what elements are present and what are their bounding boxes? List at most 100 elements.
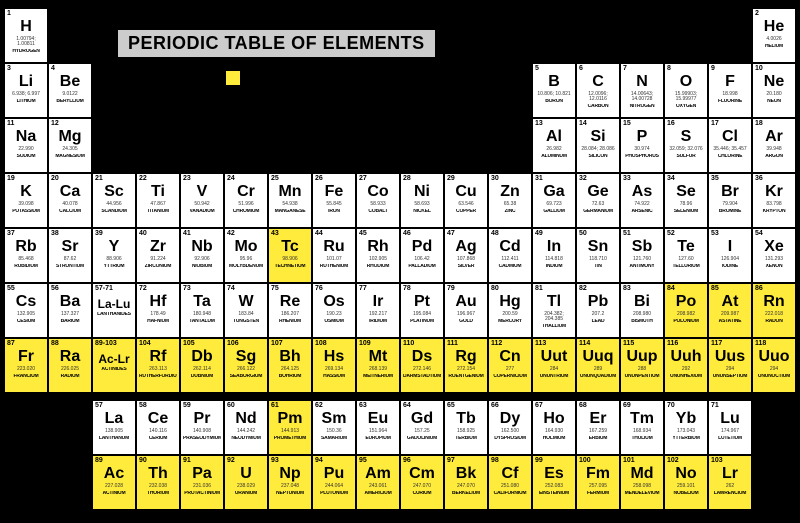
atomic-mass: 58.933 xyxy=(359,202,397,207)
atomic-number: 5 xyxy=(535,65,573,72)
atomic-number: 43 xyxy=(271,230,309,237)
element-cell-ce: 58Ce140.116CERIUM xyxy=(136,400,180,455)
atomic-mass: 140.908 xyxy=(183,429,221,434)
empty-cell xyxy=(488,63,532,118)
atomic-number: 89-103 xyxy=(95,340,133,347)
element-name: YTTRIUM xyxy=(95,264,133,269)
element-symbol: Ag xyxy=(447,239,485,255)
element-cell-br: 35Br79.904BROMINE xyxy=(708,173,752,228)
element-symbol: C xyxy=(579,74,617,90)
element-name: MANGANESE xyxy=(271,209,309,214)
atomic-mass: 55.845 xyxy=(315,202,353,207)
atomic-mass: 284 xyxy=(535,367,573,372)
element-symbol: Nb xyxy=(183,239,221,255)
element-symbol: Au xyxy=(447,294,485,310)
element-cell-cm: 96Cm247.070CURIUM xyxy=(400,455,444,510)
empty-cell xyxy=(224,118,268,173)
element-cell-mn: 25Mn54.938MANGANESE xyxy=(268,173,312,228)
actinide-row: 89Ac227.028ACTINIUM90Th232.038THORIUM91P… xyxy=(92,455,752,510)
element-symbol: Y xyxy=(95,239,133,255)
atomic-mass: 39.098 xyxy=(7,202,45,207)
element-name: EINSTEINIUM xyxy=(535,491,573,496)
atomic-mass: 20.180 xyxy=(755,92,793,97)
element-symbol: Bk xyxy=(447,466,485,482)
element-name: COBALT xyxy=(359,209,397,214)
atomic-number: 88 xyxy=(51,340,89,347)
atomic-mass: 272.146 xyxy=(403,367,441,372)
element-cell-tm: 69Tm168.934THULIUM xyxy=(620,400,664,455)
atomic-mass: 222.018 xyxy=(755,312,793,317)
atomic-number: 52 xyxy=(667,230,705,237)
atomic-number: 100 xyxy=(579,457,617,464)
atomic-number: 103 xyxy=(711,457,749,464)
atomic-number: 44 xyxy=(315,230,353,237)
element-symbol: Cm xyxy=(403,466,441,482)
atomic-number: 89 xyxy=(95,457,133,464)
atomic-number: 15 xyxy=(623,120,661,127)
element-name: RHODIUM xyxy=(359,264,397,269)
atomic-mass: 192.217 xyxy=(359,312,397,317)
element-cell-ac: 89Ac227.028ACTINIUM xyxy=(92,455,136,510)
element-cell-be: 4Be9.0122BERYLLIUM xyxy=(48,63,92,118)
element-name: CALCIUM xyxy=(51,209,89,214)
element-name: NEON xyxy=(755,99,793,104)
element-symbol: Hg xyxy=(491,294,529,310)
atomic-number: 97 xyxy=(447,457,485,464)
element-symbol: S xyxy=(667,129,705,145)
element-name: CADMIUM xyxy=(491,264,529,269)
element-name: DARMSTADTIUM xyxy=(403,374,441,379)
atomic-number: 60 xyxy=(227,402,265,409)
atomic-mass: 144.913 xyxy=(271,429,309,434)
element-name: INDIUM xyxy=(535,264,573,269)
empty-cell xyxy=(180,8,224,63)
atomic-mass: 252.083 xyxy=(535,484,573,489)
element-cell-uus: 117Uus294UNUNSEPTIUM xyxy=(708,338,752,393)
element-cell-sb: 51Sb121.760ANTIMONY xyxy=(620,228,664,283)
atomic-mass: 83.798 xyxy=(755,202,793,207)
atomic-number: 47 xyxy=(447,230,485,237)
element-name: COPERNICIUM xyxy=(491,374,529,379)
element-name: ARSENIC xyxy=(623,209,661,214)
element-cell-na: 11Na22.990SODIUM xyxy=(4,118,48,173)
element-symbol: Bi xyxy=(623,294,661,310)
element-symbol: W xyxy=(227,294,265,310)
element-cell-ne: 10Ne20.180NEON xyxy=(752,63,796,118)
element-symbol: Cs xyxy=(7,294,45,310)
element-symbol: Nd xyxy=(227,411,265,427)
atomic-mass: 173.043 xyxy=(667,429,705,434)
element-name: ACTINIUM xyxy=(95,491,133,496)
element-name: LUTETIUM xyxy=(711,436,749,441)
element-name: PALLADIUM xyxy=(403,264,441,269)
element-symbol: Tl xyxy=(535,294,573,310)
empty-cell xyxy=(576,8,620,63)
element-cell-os: 76Os190.23OSMIUM xyxy=(312,283,356,338)
atomic-mass: 262.114 xyxy=(183,367,221,372)
element-symbol: Os xyxy=(315,294,353,310)
element-symbol: Kr xyxy=(755,184,793,200)
element-cell-lr: 103Lr262LAWRENCIUM xyxy=(708,455,752,510)
element-cell-rf: 104Rf263.113RUTHERFORDIUM xyxy=(136,338,180,393)
atomic-number: 101 xyxy=(623,457,661,464)
element-name: POTASSIUM xyxy=(7,209,45,214)
element-cell-rb: 37Rb85.468RUBIDIUM xyxy=(4,228,48,283)
element-name: TIN xyxy=(579,264,617,269)
element-name: TERBIUM xyxy=(447,436,485,441)
element-symbol: Li xyxy=(7,74,45,90)
element-symbol: Co xyxy=(359,184,397,200)
element-cell-fr: 87Fr223.020FRANCIUM xyxy=(4,338,48,393)
element-symbol: Yb xyxy=(667,411,705,427)
atomic-mass: 79.904 xyxy=(711,202,749,207)
element-name: SULFUR xyxy=(667,154,705,159)
element-name: DYSPROSIUM xyxy=(491,436,529,441)
element-cell-b: 5B10.806; 10.821BORON xyxy=(532,63,576,118)
atomic-mass: 208.982 xyxy=(667,312,705,317)
atomic-mass: 167.259 xyxy=(579,429,617,434)
element-symbol: Md xyxy=(623,466,661,482)
atomic-number: 95 xyxy=(359,457,397,464)
element-symbol: Ac-Lr xyxy=(95,353,133,365)
element-symbol: Sn xyxy=(579,239,617,255)
element-name: LEAD xyxy=(579,319,617,324)
element-cell-db: 105Db262.114DUBNIUM xyxy=(180,338,224,393)
element-cell-k: 19K39.098POTASSIUM xyxy=(4,173,48,228)
element-cell-sr: 38Sr87.62STRONTIUM xyxy=(48,228,92,283)
